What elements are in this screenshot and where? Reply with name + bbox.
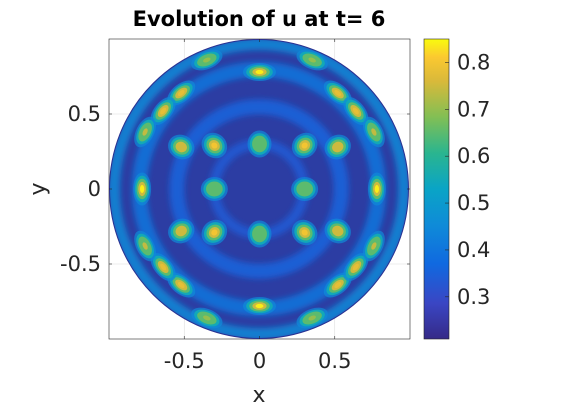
peak-26 xyxy=(296,307,328,329)
peak-contour xyxy=(256,230,263,238)
ring-band xyxy=(169,99,349,279)
peak-contour xyxy=(142,128,148,136)
peak-13 xyxy=(150,96,176,126)
peak-contour xyxy=(160,107,167,115)
peak-contour xyxy=(334,89,342,97)
peak-30 xyxy=(291,177,319,201)
peak-contour xyxy=(211,229,218,236)
y-axis-ticks: 0.5 0 -0.5 xyxy=(60,102,410,276)
colorbar-tick-label: 0.7 xyxy=(457,97,490,121)
peak-29 xyxy=(247,220,272,248)
peak-27 xyxy=(191,307,223,329)
peak-contour xyxy=(160,263,167,271)
peak-contour xyxy=(371,242,377,250)
x-axis-label: x xyxy=(252,383,265,408)
peak-1 xyxy=(243,297,276,315)
x-axis-ticks: -0.5 0 0.5 xyxy=(164,39,351,373)
peak-contour xyxy=(203,315,211,321)
peak-15 xyxy=(150,252,176,282)
y-tick-label: 0.5 xyxy=(68,102,101,126)
peak-contour xyxy=(301,229,308,236)
colorbar-tick-label: 0.3 xyxy=(457,285,490,309)
peak-spots xyxy=(133,49,386,329)
peak-contour xyxy=(211,186,218,192)
colorbar-tick-label: 0.6 xyxy=(457,144,490,168)
peak-contour xyxy=(255,69,264,75)
heatmap-field xyxy=(109,39,409,339)
chart-title: Evolution of u at t= 6 xyxy=(133,7,386,31)
peak-contour xyxy=(301,142,308,149)
colorbar-tick-label: 0.8 xyxy=(457,50,490,74)
peak-contour xyxy=(255,303,264,309)
peak-contour xyxy=(211,142,218,149)
peak-contour xyxy=(203,57,211,63)
peak-contour xyxy=(178,144,185,150)
peak-14 xyxy=(343,252,369,282)
peak-12 xyxy=(343,96,369,126)
peak-7 xyxy=(201,219,228,246)
peak-22 xyxy=(362,230,385,262)
peak-16 xyxy=(324,134,351,160)
peak-3 xyxy=(133,172,152,206)
peak-contour xyxy=(374,185,380,193)
peak-contour xyxy=(142,242,148,250)
peak-4 xyxy=(291,132,318,159)
peak-contour xyxy=(139,185,145,193)
colorbar-tick-label: 0.5 xyxy=(457,191,490,215)
peak-contour xyxy=(334,228,341,234)
peak-contour xyxy=(301,186,308,192)
colorbar-tick-label: 0.4 xyxy=(457,238,490,262)
peak-20 xyxy=(362,116,385,148)
peak-28 xyxy=(247,130,272,158)
peak-contour xyxy=(177,281,185,289)
peak-contour xyxy=(177,89,185,97)
y-tick-label: 0 xyxy=(88,177,101,201)
peak-18 xyxy=(324,218,351,244)
peak-contour xyxy=(334,281,342,289)
peak-5 xyxy=(201,132,228,159)
y-tick-label: -0.5 xyxy=(60,252,101,276)
peak-0 xyxy=(243,63,276,81)
peak-31 xyxy=(200,177,228,201)
x-tick-label: -0.5 xyxy=(164,349,205,373)
peak-24 xyxy=(296,49,328,71)
ring-band xyxy=(109,39,409,339)
x-tick-label: 0 xyxy=(253,349,266,373)
peak-2 xyxy=(367,172,386,206)
peak-21 xyxy=(134,116,157,148)
peak-contour xyxy=(352,107,359,115)
peak-19 xyxy=(168,218,195,244)
colorbar-ticks: 0.3 0.4 0.5 0.6 0.7 0.8 xyxy=(445,50,490,309)
colorbar xyxy=(423,38,450,340)
peak-contour xyxy=(308,57,316,63)
peak-6 xyxy=(291,219,318,246)
y-axis-label: y xyxy=(26,182,51,195)
peak-25 xyxy=(191,49,223,71)
peak-contour xyxy=(334,144,341,150)
peak-contour xyxy=(178,228,185,234)
peak-17 xyxy=(168,134,195,160)
x-tick-label: 0.5 xyxy=(318,349,351,373)
peak-contour xyxy=(352,263,359,271)
peak-23 xyxy=(134,230,157,262)
peak-contour xyxy=(256,140,263,148)
peak-contour xyxy=(308,315,316,321)
peak-contour xyxy=(371,128,377,136)
